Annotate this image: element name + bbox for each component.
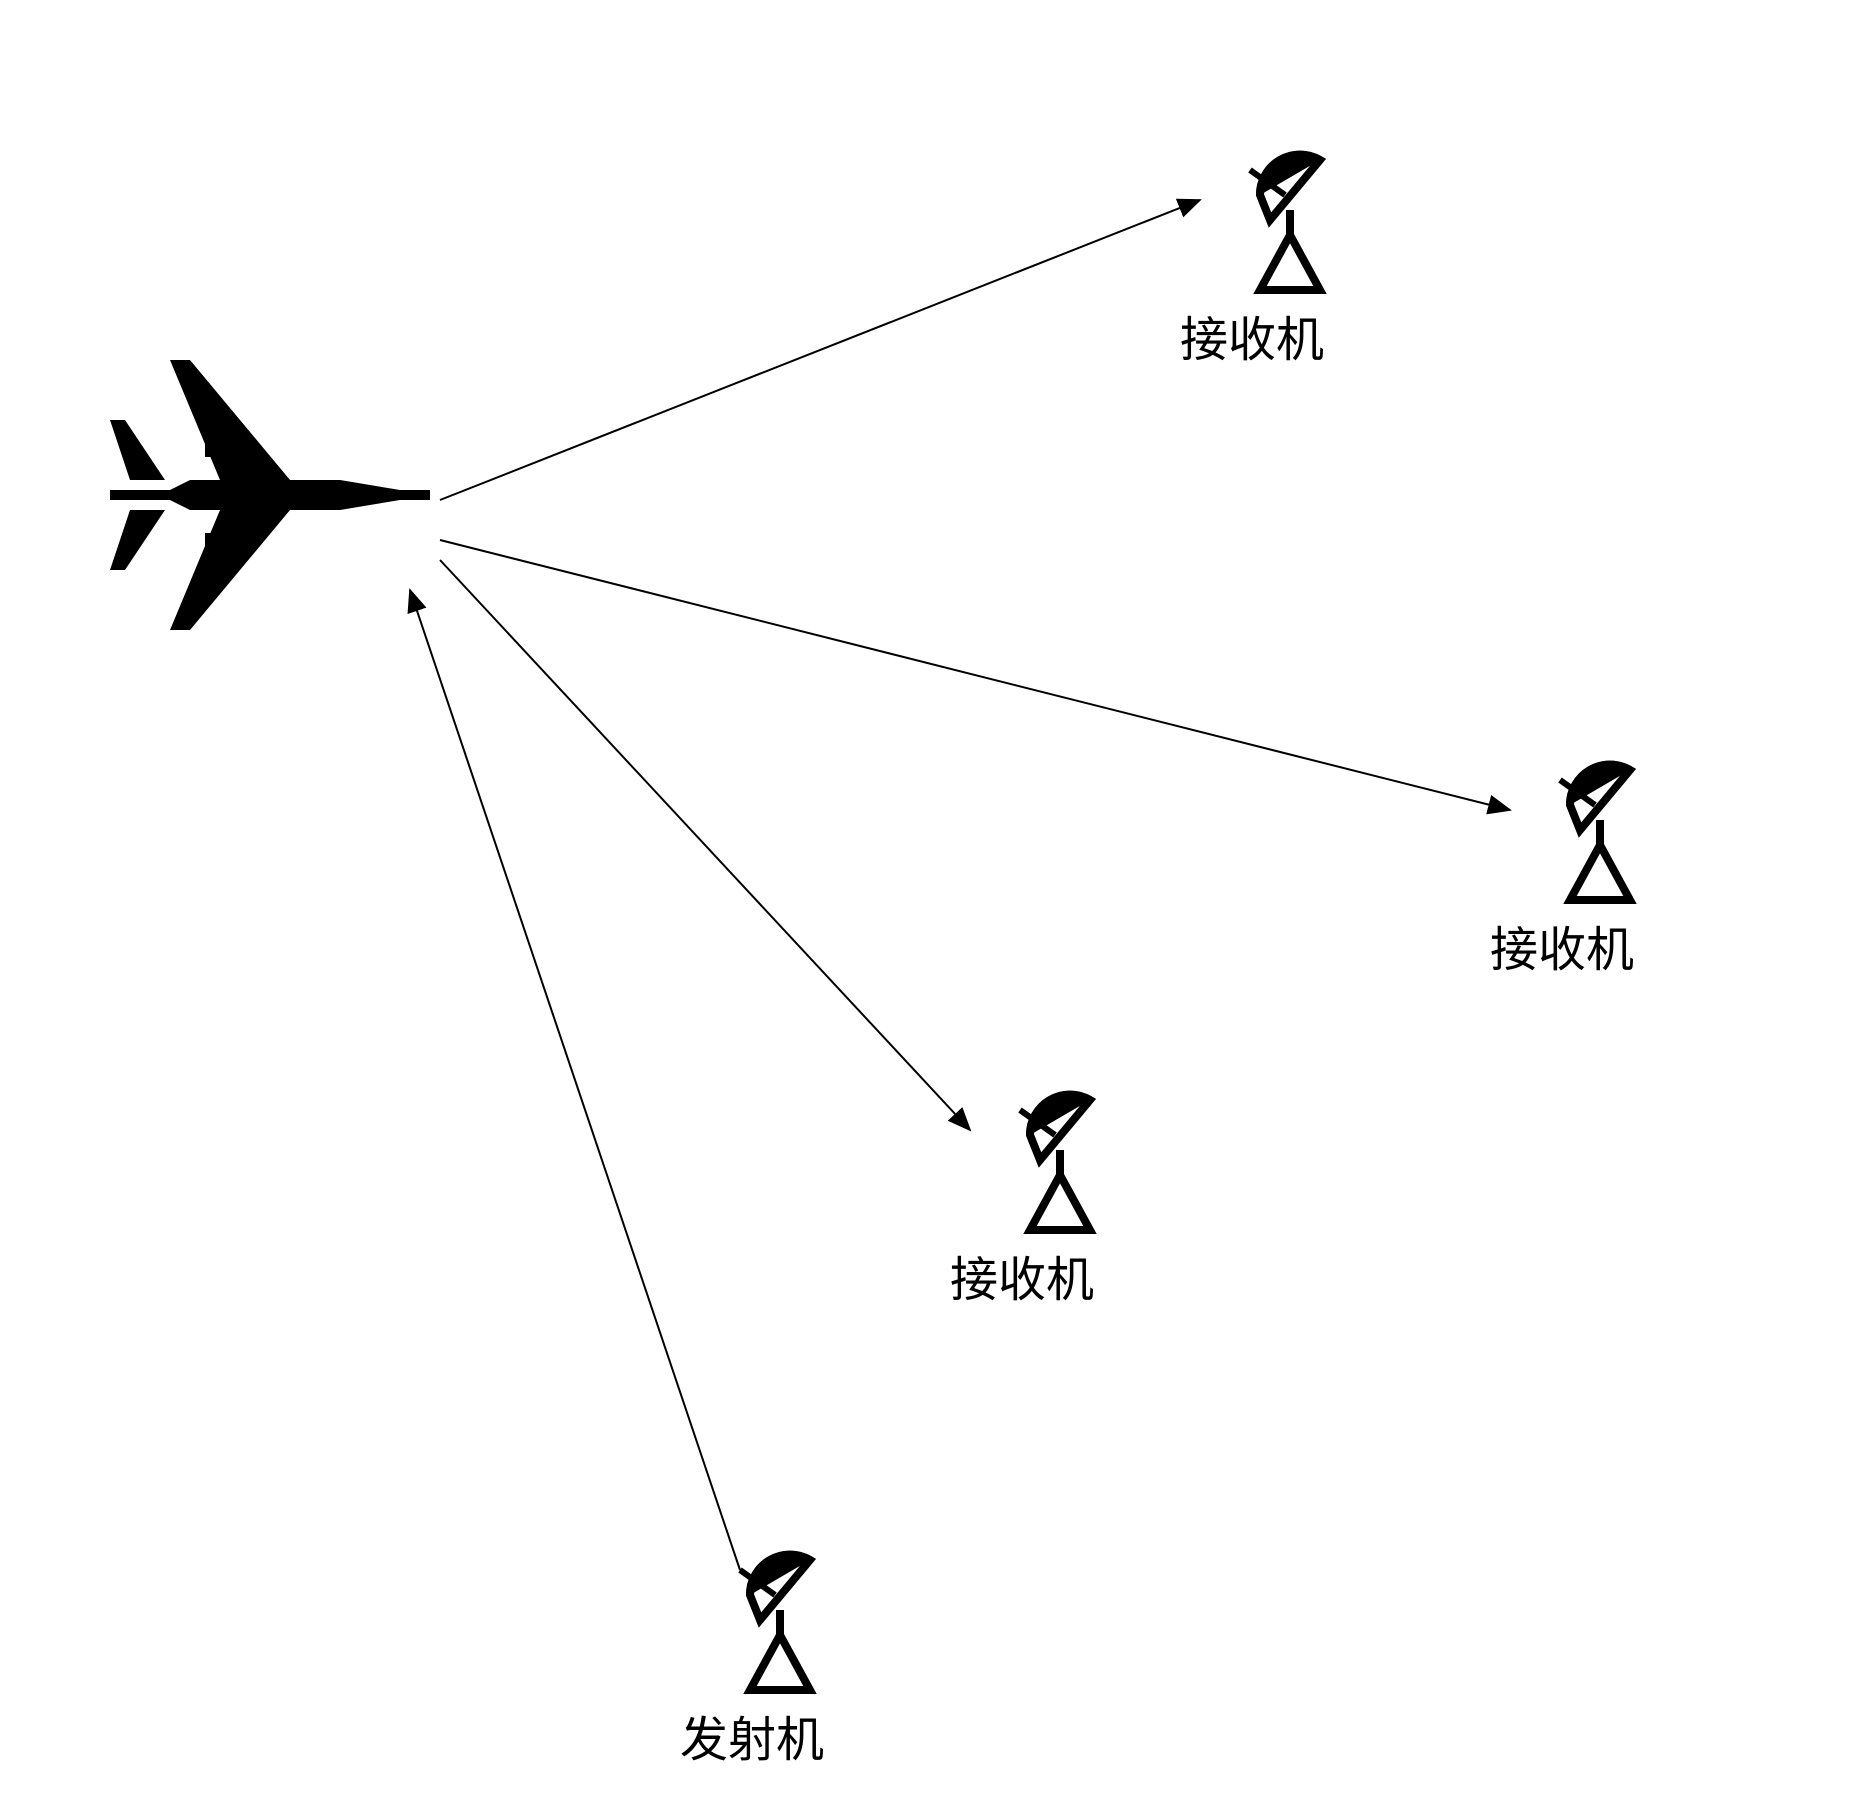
receiver1-label: 接收机 <box>1180 300 1324 370</box>
radar-diagram: 接收机 接收机 接收机 发射机 <box>0 0 1856 1792</box>
edge-aircraft-receiver2 <box>440 540 1510 810</box>
receiver2-label: 接收机 <box>1490 910 1634 980</box>
transmitter-label: 发射机 <box>680 1700 824 1770</box>
receiver3-label: 接收机 <box>950 1240 1094 1310</box>
receiver3-icon <box>1020 1095 1090 1230</box>
transmitter-icon <box>740 1555 810 1690</box>
edge-aircraft-receiver1 <box>440 200 1200 500</box>
edge-transmitter-aircraft <box>410 590 740 1570</box>
aircraft-icon <box>110 360 430 630</box>
edge-aircraft-receiver3 <box>440 560 970 1130</box>
receiver2-icon <box>1560 765 1630 900</box>
receiver1-icon <box>1250 155 1320 290</box>
diagram-svg <box>0 0 1856 1792</box>
